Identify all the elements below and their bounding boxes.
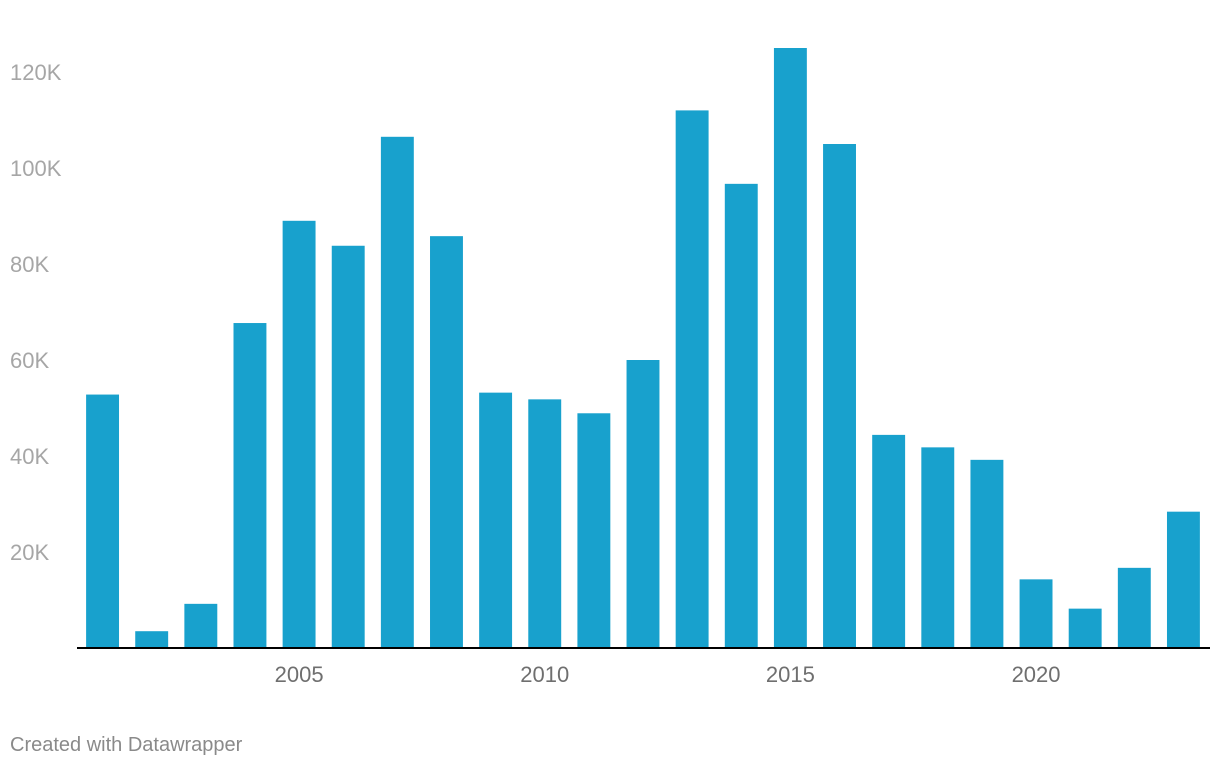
bar-2023 <box>1166 511 1200 648</box>
bar-2006 <box>331 245 365 648</box>
bar-2013 <box>675 110 709 648</box>
bar-2018 <box>921 447 955 648</box>
bar-2005 <box>282 220 316 649</box>
bar-2004 <box>233 323 267 648</box>
y-tick-label: 80K <box>10 252 49 277</box>
bar-2015 <box>773 48 807 648</box>
bar-2003 <box>184 603 218 648</box>
x-tick-label: 2010 <box>520 662 569 687</box>
y-tick-label: 120K <box>10 60 62 85</box>
y-tick-label: 100K <box>10 156 62 181</box>
bar-2022 <box>1117 567 1151 648</box>
bar-2014 <box>724 183 758 648</box>
y-tick-label: 20K <box>10 540 49 565</box>
x-tick-label: 2005 <box>275 662 324 687</box>
bar-2002 <box>135 631 169 648</box>
bar-2008 <box>430 236 463 648</box>
bars <box>86 48 1200 649</box>
x-tick-label: 2015 <box>766 662 815 687</box>
bar-2011 <box>577 413 611 648</box>
bar-2019 <box>970 459 1004 648</box>
x-axis-labels: 2005 2010 2015 2020 <box>275 662 1061 687</box>
bar-2021 <box>1068 608 1102 648</box>
bar-2020 <box>1019 579 1053 648</box>
y-axis-labels: 20K 40K 60K 80K 100K 120K <box>10 60 62 565</box>
y-tick-label: 40K <box>10 444 49 469</box>
bar-2012 <box>626 360 660 648</box>
x-tick-label: 2020 <box>1012 662 1061 687</box>
y-tick-label: 60K <box>10 348 49 373</box>
bar-2017 <box>872 434 906 648</box>
footer-credit: Created with Datawrapper <box>10 734 243 756</box>
bar-2007 <box>380 136 414 649</box>
bar-2001 <box>86 394 120 648</box>
bar-2009 <box>479 392 513 648</box>
bar-2010 <box>528 399 562 648</box>
bar-2016 <box>823 144 856 648</box>
